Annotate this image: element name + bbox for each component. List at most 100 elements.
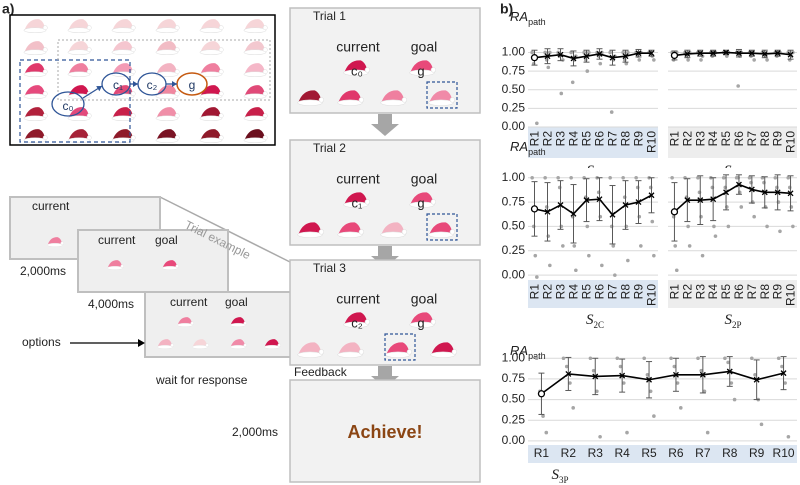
hat-body (381, 90, 405, 102)
x-tick-label: R5 (719, 284, 733, 300)
data-point (587, 253, 591, 258)
hat-body (431, 342, 455, 354)
hat-pom (120, 264, 124, 268)
x-tick-label: R7 (745, 131, 759, 147)
mean-marker (646, 376, 653, 383)
hat-pom (42, 47, 48, 53)
x-tick-label: R5 (580, 284, 594, 300)
hat-brim (243, 137, 267, 144)
hat-pom (449, 229, 456, 235)
mean-marker (684, 50, 691, 57)
hat (243, 19, 268, 34)
hat-body (24, 19, 46, 30)
x-tick-label: R7 (745, 284, 759, 300)
hat-pom (262, 113, 268, 119)
hat-brim (23, 115, 47, 122)
hat-body (429, 90, 453, 102)
data-point (608, 50, 612, 55)
hat-pom (364, 199, 371, 205)
hat-brim (337, 351, 363, 358)
data-point (561, 356, 566, 361)
hat-brim (199, 27, 223, 34)
data-point (621, 50, 625, 55)
data-point (672, 364, 677, 369)
hat-pom (451, 349, 458, 355)
data-point (778, 229, 782, 234)
chart-title-main: S (724, 312, 732, 328)
data-point (546, 65, 551, 70)
data-point (696, 356, 700, 361)
data-point (791, 224, 795, 229)
data-point (645, 372, 650, 377)
x-tick-label: R3 (588, 446, 604, 460)
hat-pom (358, 97, 365, 103)
data-point (568, 381, 572, 385)
hat (155, 19, 180, 34)
hat-body (156, 85, 178, 96)
hat-body (410, 60, 434, 72)
data-point (702, 389, 707, 394)
plot-area (528, 350, 797, 445)
hat-brim (155, 49, 179, 56)
data-point (608, 175, 612, 180)
flow-arrow (371, 114, 399, 136)
data-point (687, 244, 692, 248)
x-tick-label: R4 (567, 131, 581, 147)
hat-brim (385, 351, 411, 358)
hat-brim (157, 345, 173, 349)
data-point (585, 69, 590, 73)
selection-box (426, 81, 458, 109)
hat-body (68, 129, 90, 140)
mean-marker (648, 50, 655, 57)
x-tick-label: R1 (667, 284, 681, 300)
chart-title: S2C (586, 312, 604, 330)
mean-marker (622, 202, 629, 208)
hat-brim (192, 345, 208, 349)
hat-pom (130, 113, 136, 119)
hat-pom (42, 69, 48, 75)
data-point (615, 356, 620, 361)
category-strip (528, 280, 658, 308)
data-point (618, 364, 623, 369)
hat (199, 107, 224, 122)
chart-title-main: S (586, 312, 594, 328)
data-point (759, 422, 764, 427)
label: c₂ (147, 78, 158, 92)
label: c₁ (352, 195, 364, 210)
hat-pom (42, 135, 48, 141)
hat-body (68, 19, 90, 30)
hat (385, 342, 413, 358)
hat (157, 339, 174, 349)
hat-brim (67, 137, 91, 144)
data-point (533, 253, 538, 258)
data-point (561, 244, 565, 248)
hat-brim (430, 351, 456, 358)
hat-body (24, 85, 46, 96)
x-tick-label: R6 (593, 284, 607, 300)
data-point (739, 205, 744, 209)
x-tick-label: R3 (554, 284, 568, 300)
y-tick-label: 0.25 (502, 412, 526, 426)
hat-body (156, 19, 178, 30)
mean-marker (565, 370, 572, 377)
data-point (556, 175, 560, 180)
hat-brim (380, 99, 406, 106)
hat-body (230, 317, 246, 325)
hat (380, 90, 408, 106)
hat-pom (364, 319, 371, 325)
hat (199, 19, 224, 34)
x-tick-label: R9 (771, 284, 785, 300)
x-tick-label: R4 (706, 131, 720, 147)
data-point (621, 175, 625, 180)
mean-marker (726, 368, 733, 375)
category-strip (528, 127, 658, 158)
hat-body (68, 63, 90, 74)
hat (155, 129, 180, 144)
y-tick-label: 0.25 (502, 101, 526, 115)
data-point (585, 224, 590, 229)
mean-marker (723, 49, 730, 56)
hat-brim (155, 93, 179, 100)
feedback-box (289, 379, 481, 483)
data-point (648, 389, 653, 394)
